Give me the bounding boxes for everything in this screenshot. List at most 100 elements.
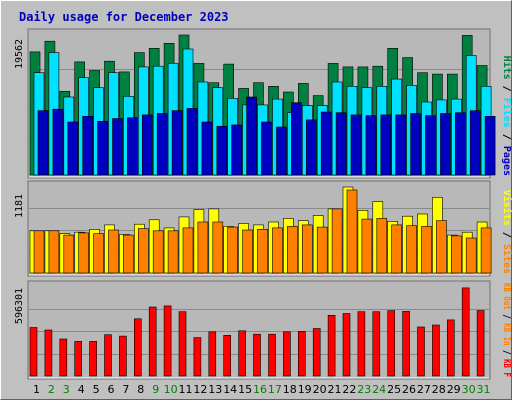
legend-entry: Visits: [501, 190, 512, 226]
y-max-label: 596301: [14, 288, 25, 324]
svg-text:Hits / Files / Pages: Hits / Files / Pages: [501, 56, 512, 176]
bar: [484, 116, 496, 176]
panel-hits-files-pages: 19562 Hits / Files / Pages: [14, 28, 512, 179]
x-tick-label: 16: [253, 383, 267, 396]
bar: [320, 111, 332, 176]
bar: [446, 319, 455, 377]
bar: [134, 318, 142, 377]
bar: [346, 189, 358, 274]
bar: [167, 230, 179, 274]
bar: [242, 229, 253, 274]
bar: [212, 221, 224, 274]
legend-entry: KB In: [501, 323, 512, 345]
bar: [82, 116, 93, 176]
x-tick-label: 30: [462, 383, 476, 396]
bar: [402, 311, 410, 377]
bar: [253, 333, 261, 377]
bar: [227, 226, 238, 274]
x-axis: 1 2 3 4 5 6 7 8 9 10 11 12 13 14 15 16 17 18 19 20 21 22 23 24 2…: [33, 383, 491, 396]
x-tick-label: 20: [313, 383, 327, 396]
bar: [276, 126, 287, 176]
bar: [372, 311, 381, 377]
bar: [201, 121, 213, 176]
bar: [365, 115, 377, 176]
bar: [231, 124, 242, 176]
bar: [305, 119, 317, 176]
x-tick-label: 13: [208, 383, 222, 396]
x-tick-label: 3: [63, 383, 70, 396]
panel-kbytes: 596301 KB Out / KB In / KB F: [14, 280, 512, 380]
bar: [261, 121, 272, 176]
bar: [327, 314, 336, 377]
bar: [283, 331, 291, 377]
bar: [476, 310, 485, 377]
x-tick-label: 14: [223, 383, 237, 396]
bar: [406, 225, 417, 274]
bar: [469, 110, 481, 176]
bar: [197, 221, 209, 274]
svg-text:Visits / Sites: Visits / Sites: [501, 190, 512, 274]
series-pages: [37, 96, 496, 176]
bar: [63, 234, 75, 274]
chart-panels: 19562 Hits / Files / Pages 1181 Visits / Si…: [14, 28, 512, 380]
bar: [171, 110, 183, 176]
bar: [440, 113, 451, 176]
bar: [342, 313, 351, 377]
y-max-label: 19562: [14, 39, 25, 69]
legend-entry: Files: [501, 98, 512, 128]
bar: [208, 331, 217, 377]
bar: [193, 337, 202, 377]
x-tick-label: 15: [238, 383, 252, 396]
bar: [29, 327, 38, 377]
x-tick-label: 24: [372, 383, 386, 396]
x-tick-label: 29: [447, 383, 461, 396]
bar: [238, 330, 246, 377]
x-tick-label: 2: [48, 383, 55, 396]
bar: [357, 311, 366, 377]
x-tick-label: 8: [137, 383, 144, 396]
bar: [461, 287, 470, 377]
bar: [454, 112, 466, 176]
chart-title: Daily usage for December 2023: [19, 10, 229, 24]
x-tick-label: 21: [328, 383, 342, 396]
legend: Hits / Files / Pages: [501, 56, 512, 176]
bar: [335, 112, 347, 176]
bar: [291, 102, 302, 176]
bar: [33, 230, 45, 274]
bar: [391, 224, 403, 274]
bar: [417, 326, 425, 377]
legend-entry: KB Out: [501, 283, 512, 310]
bar: [119, 335, 127, 377]
x-tick-label: 7: [122, 383, 129, 396]
bar: [380, 114, 392, 176]
bar: [52, 108, 64, 176]
x-tick-label: 28: [432, 383, 446, 396]
bar: [425, 115, 436, 176]
x-tick-label: 23: [357, 383, 371, 396]
bar: [297, 331, 306, 377]
bar: [268, 333, 276, 377]
x-tick-label: 11: [179, 383, 193, 396]
bar: [186, 108, 198, 176]
bar: [465, 237, 477, 274]
bar: [257, 229, 268, 274]
x-tick-label: 22: [342, 383, 356, 396]
x-tick-label: 18: [283, 383, 297, 396]
bar: [44, 329, 53, 377]
bar: [223, 334, 231, 377]
bar: [312, 328, 321, 377]
legend-entry: Pages: [501, 146, 512, 176]
bar: [148, 306, 157, 377]
bar: [480, 227, 492, 274]
bar: [421, 226, 432, 274]
legend: KB Out / KB In / KB F: [501, 283, 512, 377]
y-max-label: 1181: [14, 194, 25, 218]
bar: [331, 208, 343, 274]
bar: [301, 224, 313, 274]
bar: [112, 118, 123, 176]
bar: [387, 310, 396, 377]
bar: [432, 324, 440, 377]
legend-entry: Sites: [501, 244, 512, 274]
